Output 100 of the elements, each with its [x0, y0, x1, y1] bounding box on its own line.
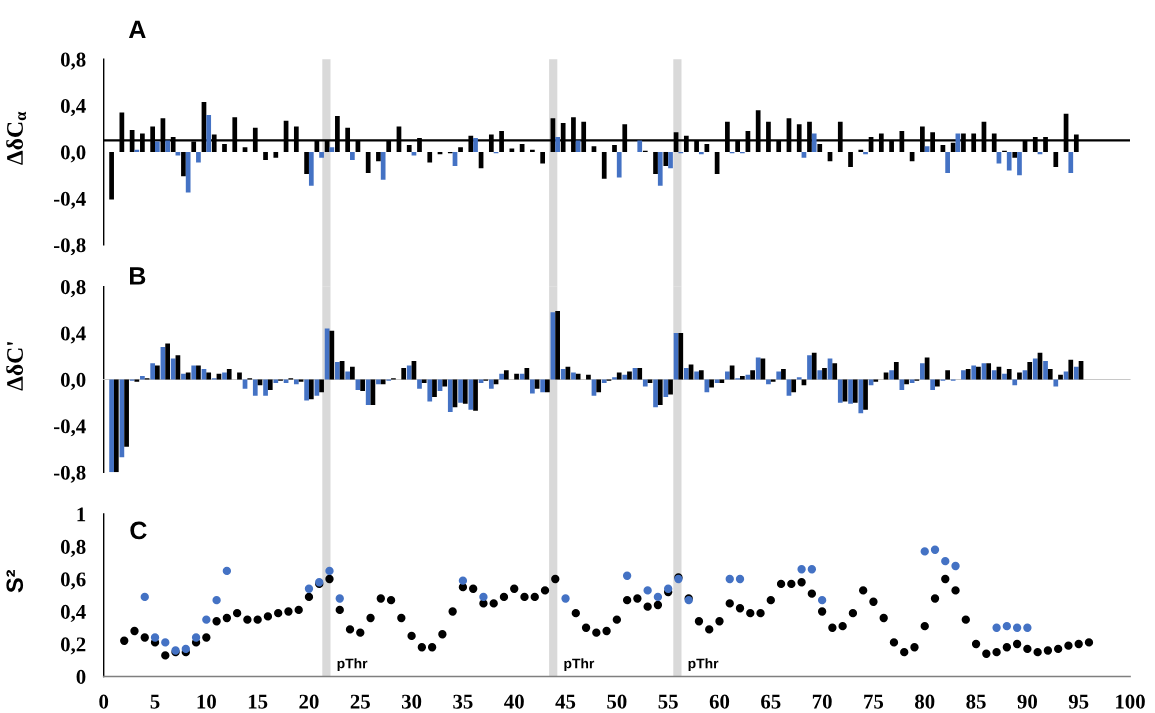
bar — [637, 140, 643, 152]
bar — [165, 343, 170, 380]
bar — [458, 147, 463, 152]
x-tick-label: 25 — [350, 694, 370, 709]
bar — [668, 152, 673, 169]
bar — [293, 379, 299, 385]
bar — [668, 379, 673, 395]
bar — [1027, 362, 1033, 380]
bar — [852, 379, 858, 403]
bar — [893, 362, 899, 380]
bar — [796, 377, 802, 380]
bar — [524, 367, 530, 380]
bar — [401, 367, 407, 380]
bar — [1047, 369, 1053, 380]
bar — [335, 362, 340, 380]
point — [930, 545, 940, 554]
point — [941, 556, 950, 566]
point — [161, 638, 170, 647]
point — [1002, 621, 1012, 631]
point — [222, 566, 232, 576]
bar — [319, 379, 324, 393]
bar — [226, 369, 232, 380]
y-tick-label: 0,4 — [60, 326, 86, 344]
bar — [642, 379, 648, 387]
bar — [575, 140, 581, 152]
bar — [432, 379, 437, 397]
x-tick-label: 80 — [915, 694, 935, 709]
bar — [124, 379, 129, 447]
bar — [427, 379, 433, 402]
bar — [698, 152, 704, 155]
bar — [858, 379, 864, 414]
bar — [817, 143, 823, 152]
bar — [961, 370, 966, 380]
bar — [709, 379, 714, 388]
point — [951, 561, 960, 571]
x-tick-label: 20 — [299, 694, 319, 709]
bar — [421, 379, 427, 383]
bar — [191, 365, 197, 380]
bar — [791, 379, 797, 393]
bar — [196, 365, 201, 380]
bar — [873, 379, 879, 382]
bar — [663, 379, 669, 397]
bar — [530, 149, 535, 152]
band-label: pThr — [337, 658, 368, 672]
bar — [473, 379, 478, 411]
bar — [863, 379, 868, 410]
y-tick-label: 0 — [76, 669, 86, 684]
x-tick-label: 55 — [658, 694, 678, 709]
bar — [688, 364, 694, 380]
x-tick-label: 65 — [761, 694, 781, 709]
bar — [447, 379, 453, 412]
y-tick-label: 0,0 — [60, 372, 86, 390]
x-tick-label: 100 — [1116, 694, 1145, 709]
point — [622, 571, 632, 580]
bar — [719, 379, 725, 383]
bar — [540, 379, 546, 393]
bar — [196, 152, 201, 163]
x-tick-label: 45 — [555, 694, 576, 709]
bar — [1022, 370, 1028, 380]
bar — [1063, 371, 1069, 380]
bar — [503, 370, 509, 380]
bar — [725, 371, 730, 380]
point — [150, 633, 160, 642]
bar — [586, 374, 591, 380]
y-tick-label: 0,4 — [60, 604, 86, 622]
bar — [986, 363, 992, 380]
bar — [1002, 373, 1007, 380]
bar — [376, 152, 381, 162]
chart-title: B — [130, 267, 146, 285]
bar — [935, 379, 940, 387]
point — [817, 595, 827, 605]
bar — [380, 379, 386, 385]
point — [212, 595, 221, 605]
x-tick-label: 75 — [864, 694, 884, 709]
bar — [904, 379, 909, 385]
bar — [622, 374, 628, 380]
point — [725, 574, 734, 584]
bar — [488, 379, 494, 389]
point — [458, 576, 468, 585]
bar — [267, 379, 273, 390]
point — [735, 574, 745, 584]
bar — [899, 379, 905, 390]
bar — [530, 379, 535, 394]
bar — [811, 352, 817, 380]
bar — [380, 152, 386, 180]
bar — [817, 370, 823, 380]
band-label: pThr — [564, 658, 595, 672]
bar — [365, 152, 371, 173]
bar — [750, 370, 755, 380]
bar — [596, 379, 602, 393]
bar — [1068, 359, 1074, 380]
bar — [165, 140, 170, 152]
bar — [657, 379, 663, 406]
bar — [222, 143, 227, 152]
bar — [109, 152, 114, 200]
bar — [1012, 152, 1018, 158]
bar — [462, 379, 468, 404]
y-tick-label: 1 — [77, 507, 86, 522]
x-tick-label: 35 — [453, 694, 473, 709]
bar — [308, 379, 314, 400]
